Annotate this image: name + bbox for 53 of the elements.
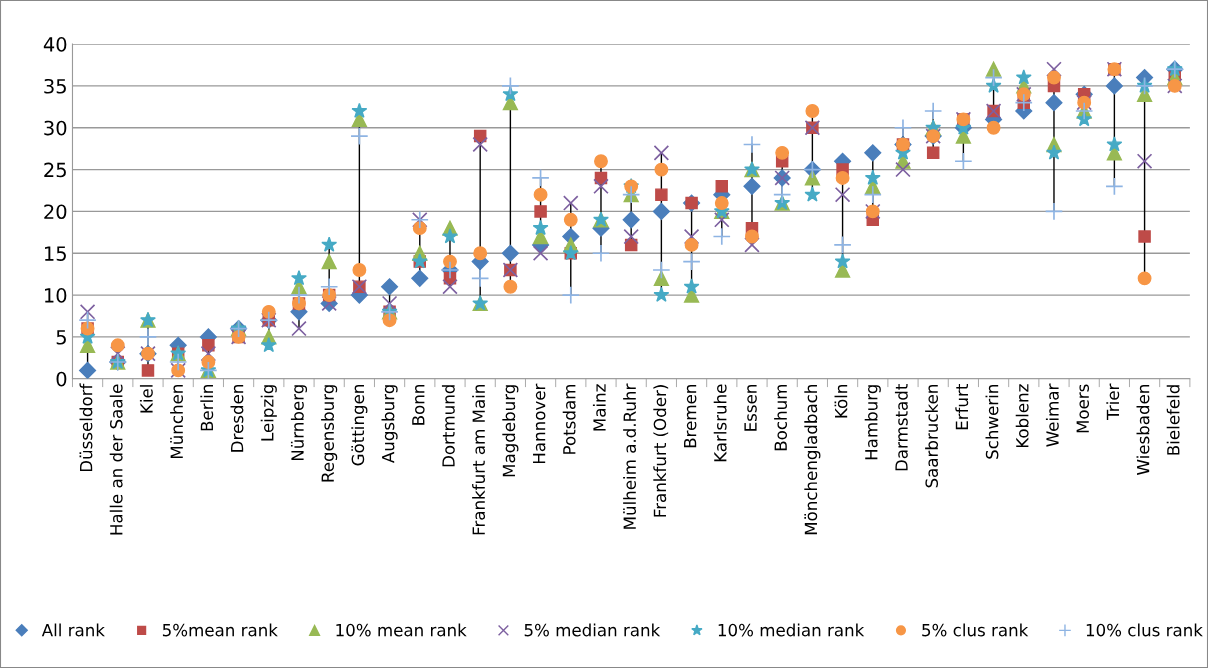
- x-tick-label: Trier: [1106, 383, 1120, 420]
- legend-label: 5% clus rank: [922, 623, 1029, 637]
- y-tick-label: 10: [45, 288, 67, 303]
- legend-label: 5%mean rank: [162, 623, 278, 637]
- y-tick-label: 20: [44, 204, 67, 220]
- x-tick-label: Dortmund: [441, 385, 455, 467]
- legend-label: 5% median rank: [524, 623, 661, 637]
- x-tick-label: Köln: [834, 385, 848, 418]
- x-tick-label: Hamburg: [864, 385, 881, 460]
- x-tick-label: Bochum: [774, 385, 788, 451]
- x-tick-label: Bonn: [412, 385, 425, 425]
- x-tick-label: Frankfurt (Oder): [653, 385, 669, 517]
- x-tick-label: Düsseldorf: [79, 383, 93, 472]
- legend-label: All rank: [41, 623, 105, 637]
- x-tick-label: Frankfurt am Main: [472, 385, 486, 535]
- legend-label: 10% clus rank: [1086, 623, 1203, 637]
- x-tick-label: Weimar: [1045, 383, 1059, 447]
- x-tick-label: Bielefeld: [1166, 385, 1180, 455]
- x-tick-label: Magdeburg: [502, 385, 519, 477]
- x-tick-label: Leipzig: [260, 385, 277, 441]
- x-tick-label: Mülheim a.d.Ruhr: [623, 383, 637, 529]
- x-tick-label: Berlin: [200, 385, 214, 431]
- x-tick-label: Wiesbaden: [1136, 385, 1150, 475]
- x-tick-label: Nürnberg: [290, 385, 308, 461]
- x-tick-label: Karlsruhe: [713, 384, 727, 462]
- x-tick-label: Göttingen: [351, 385, 368, 466]
- x-tick-label: Erfurt: [955, 384, 969, 430]
- x-tick-label: Mönchengladbach: [804, 385, 821, 535]
- x-tick-label: Dresden: [230, 385, 244, 452]
- x-tick-label: Saarbrucken: [925, 385, 939, 488]
- legend-label: 10% median rank: [718, 623, 865, 637]
- x-tick-label: Bremen: [684, 385, 697, 448]
- x-tick-label: Mainz: [592, 384, 606, 431]
- x-tick-label: Hannover: [533, 383, 546, 464]
- y-tick-label: 30: [44, 120, 67, 136]
- x-tick-label: Schwerin: [985, 385, 999, 459]
- y-tick-label: 15: [45, 246, 66, 261]
- legend-label: 10% mean rank: [336, 623, 467, 637]
- x-tick-label: Kiel: [139, 385, 153, 413]
- y-tick-label: 35: [44, 78, 66, 94]
- x-tick-label: Regensburg: [321, 385, 338, 482]
- x-tick-label: Essen: [744, 385, 757, 431]
- y-tick-label: 5: [56, 330, 66, 345]
- x-tick-label: Potsdam: [562, 385, 576, 454]
- x-tick-label: Moers: [1076, 384, 1090, 433]
- x-tick-label: Koblenz: [1015, 384, 1029, 448]
- y-tick-label: 25: [44, 162, 66, 178]
- x-tick-label: Halle an der Saale: [109, 384, 123, 535]
- x-tick-label: Augsburg: [381, 385, 398, 463]
- x-tick-label: Darmstadt: [894, 384, 908, 471]
- y-tick-label: 0: [56, 371, 67, 387]
- x-tick-label: München: [170, 385, 184, 459]
- y-tick-label: 40: [43, 37, 67, 52]
